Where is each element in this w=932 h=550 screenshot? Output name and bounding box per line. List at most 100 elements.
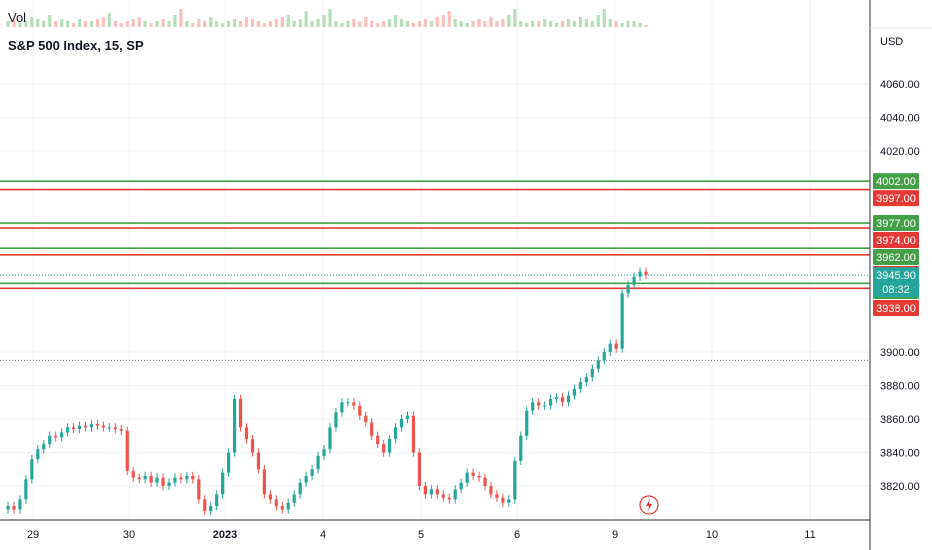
volume-bar [632,21,636,27]
candle-body [507,499,511,503]
candle-body [405,415,410,419]
candle-body [525,410,529,436]
candle-body [137,477,141,480]
volume-bar [602,9,606,27]
candle-body [42,444,46,450]
candle-body [554,397,559,399]
volume-bar [54,21,58,27]
volume-bar [71,23,76,27]
candle-body [101,425,106,428]
candle-body [382,444,386,453]
volume-bar [596,15,600,27]
price-levels [0,180,870,361]
candle-body [18,499,22,510]
chart-title[interactable]: S&P 500 Index, 15, SP [8,38,144,53]
candle-body [644,271,648,275]
candle-body [48,435,52,445]
candle-body [316,455,320,470]
candle-body [244,427,249,440]
candle-body [632,276,636,285]
volume-bar [60,19,64,27]
y-tick-label: 4060.00 [880,79,920,91]
level-label-support[interactable] [873,173,919,190]
volume-bar [268,21,272,27]
candle-body [185,475,189,480]
candle-body [107,427,111,429]
candle-body [358,405,362,416]
volume-bar [250,19,255,27]
candle-body [453,489,457,500]
candle-body [12,506,16,510]
currency-label[interactable]: USD [880,36,904,48]
candle-body [155,477,159,483]
y-tick-label: 3820.00 [880,481,920,493]
volume-bar [620,23,624,27]
level-label-support-text: 4002.00 [876,176,916,188]
candle-body [197,479,201,500]
volume-bar [274,19,278,27]
candle-body [584,377,588,383]
candle-body [602,352,606,361]
level-label-resistance[interactable] [873,190,919,207]
volume-bar [340,23,344,27]
volume-bar [185,21,189,27]
candle-body [411,415,416,453]
y-tick-label: 4020.00 [880,146,920,158]
candle-body [560,397,565,403]
candle-body [531,402,535,411]
volume-bar [310,21,314,27]
candle-body [608,343,612,352]
volume-bar [578,17,583,27]
x-tick-label: 6 [514,529,520,541]
volume-bar [113,21,117,27]
time-axis[interactable]: 29 30 2023 4 5 6 9 10 11 [27,529,816,541]
volume-bar [173,15,177,27]
lightning-bolt-icon[interactable] [639,495,659,515]
volume-bar [364,17,368,27]
candle-body [292,494,296,503]
level-label-resistance-text: 3938.00 [876,303,916,315]
candle-body [227,452,231,473]
candle-body [543,405,547,407]
current-price-label[interactable] [873,267,919,298]
volume-bar [352,19,356,27]
candle-body [459,482,463,490]
volume-bar [227,21,231,27]
volume-bar [101,17,106,27]
volume-bar [36,19,40,27]
candle-body [334,412,338,428]
volume-bar [388,19,392,27]
volume-bar [393,15,398,27]
volume-bar [328,9,332,27]
volume-bar [119,23,123,27]
volume-bar [286,15,290,27]
volume-bar [167,21,171,27]
level-label-support[interactable] [873,215,919,232]
level-label-resistance[interactable] [873,232,919,249]
volume-bar [149,23,153,27]
candle-body [376,435,380,445]
volume-bar [614,21,618,27]
volume-bar [560,21,565,27]
volume-bar [191,23,195,27]
level-label-support[interactable] [873,249,919,266]
candle-body [119,429,123,431]
candle-body [465,472,469,483]
volume-bar [298,19,302,27]
volume-bar [238,21,243,27]
level-label-resistance[interactable] [873,300,919,317]
volume-bar [489,17,493,27]
candle-body [215,494,219,507]
volume-bar [161,19,165,27]
candle-body [83,425,88,428]
level-label-resistance-text: 3974.00 [876,235,916,247]
volume-bar [203,21,207,27]
level-label-resistance-text: 3997.00 [876,193,916,205]
current-price-value: 3945.90 [876,270,916,282]
candle-body [352,402,356,406]
candle-body [471,472,475,476]
candle-body [477,475,481,478]
y-tick-label: 3840.00 [880,448,920,460]
candle-body [322,449,326,456]
